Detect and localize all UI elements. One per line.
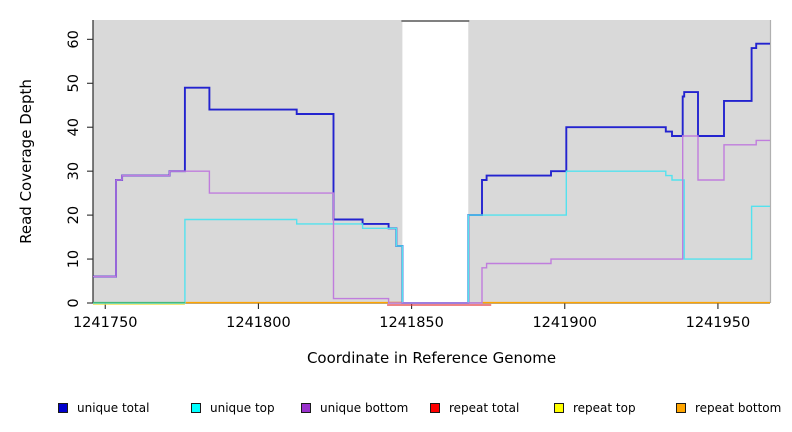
series-line-unique-bottom (93, 135, 770, 304)
legend-label: repeat bottom (695, 401, 782, 415)
x-axis-title: Coordinate in Reference Genome (307, 349, 556, 367)
legend-label: unique top (210, 401, 275, 415)
legend-item-unique-top: unique top (191, 401, 275, 415)
legend-label: repeat top (573, 401, 636, 415)
series-line-unique-top (93, 170, 770, 304)
legend-item-repeat-bottom: repeat bottom (676, 401, 781, 415)
y-tick-label: 50 (66, 74, 82, 92)
legend-swatch-unique-top (191, 403, 201, 413)
legend-swatch-unique-bottom (301, 403, 311, 413)
y-axis-title: Read Coverage Depth (17, 79, 35, 244)
legend-swatch-repeat-bottom (676, 403, 686, 413)
x-tick-label: 1241900 (532, 315, 597, 331)
legend-item-unique-total: unique total (58, 401, 149, 415)
legend-item-unique-bottom: unique bottom (301, 401, 408, 415)
legend-swatch-repeat-total (430, 403, 440, 413)
legend-swatch-unique-total (58, 403, 68, 413)
x-tick-label: 1241950 (686, 315, 751, 331)
legend-label: unique total (77, 401, 150, 415)
no-coverage-gap (402, 20, 469, 303)
x-tick-label: 1241750 (73, 315, 138, 331)
legend-label: unique bottom (320, 401, 409, 415)
y-tick-label: 20 (66, 206, 82, 224)
legend-swatch-repeat-top (554, 403, 564, 413)
coverage-chart: 1241750 1241800 1241850 1241900 1241950 0 10 20… (17, 20, 772, 367)
legend-label: repeat total (449, 401, 520, 415)
y-tick-label: 40 (66, 118, 82, 136)
x-tick-label: 1241850 (379, 315, 444, 331)
legend-item-repeat-total: repeat total (430, 401, 519, 415)
legend-item-repeat-top: repeat top (554, 401, 636, 415)
y-tick-label: 10 (66, 250, 82, 268)
y-tick-label: 0 (66, 298, 82, 307)
x-tick-label: 1241800 (226, 315, 291, 331)
y-tick-label: 30 (66, 162, 82, 180)
y-tick-label: 60 (66, 30, 82, 48)
